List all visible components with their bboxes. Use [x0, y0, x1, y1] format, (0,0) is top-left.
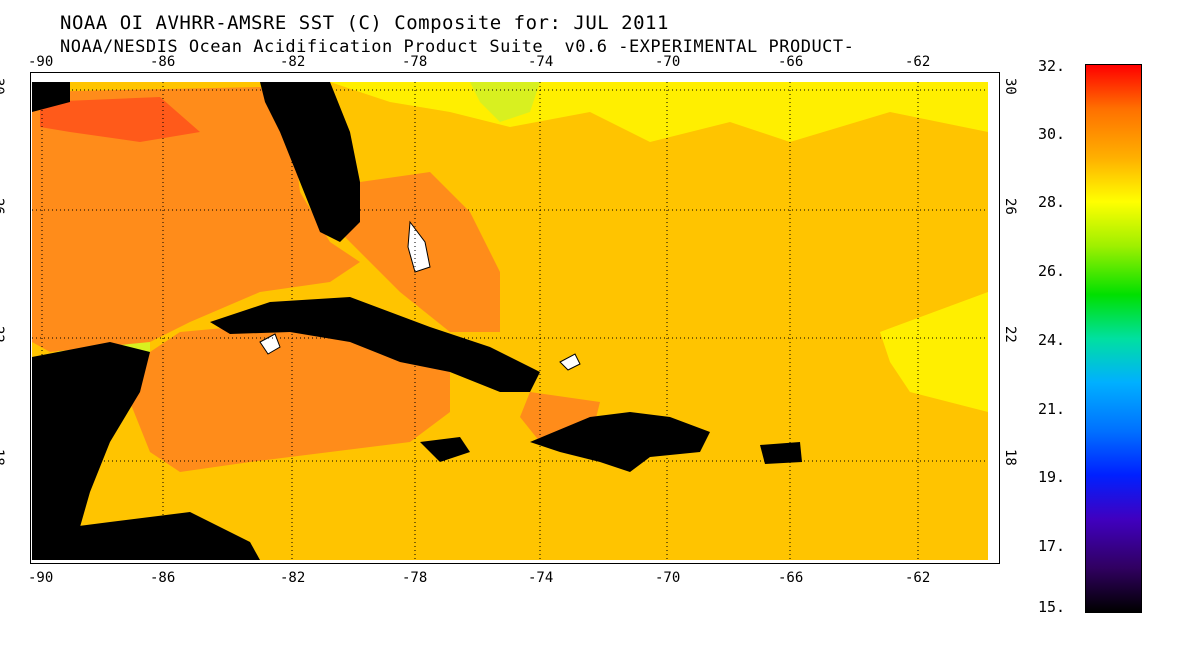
sst-map-canvas [30, 72, 1000, 564]
lon-tick-bottom: -66 [778, 570, 804, 586]
lon-tick-bottom: -90 [28, 570, 54, 586]
bahamas-island [407, 220, 431, 273]
lat-tick-right: 30 [1002, 78, 1018, 95]
lat-tick-left: 22 [0, 326, 6, 343]
map-subtitle: NOAA/NESDIS Ocean Acidification Product … [60, 37, 855, 57]
colorbar-label: 19. [1038, 468, 1066, 486]
central-america-land [32, 512, 260, 560]
lat-tick-right: 18 [1002, 449, 1018, 466]
lon-tick-top: -86 [150, 54, 176, 70]
lat-tick-left: 30 [0, 78, 6, 95]
lon-tick-top: -82 [280, 54, 306, 70]
colorbar-label: 30. [1038, 125, 1066, 143]
inagua-island [559, 353, 581, 371]
cool-water-north-tip [470, 82, 540, 122]
colorbar-label: 15. [1038, 598, 1066, 616]
lon-tick-bottom: -78 [402, 570, 428, 586]
cool-water-east [880, 292, 988, 412]
colorbar-label: 21. [1038, 400, 1066, 418]
lon-tick-top: -90 [28, 54, 54, 70]
lon-tick-top: -66 [778, 54, 804, 70]
puerto-rico-land [760, 442, 802, 464]
florida-land [260, 82, 360, 242]
map-title: NOAA OI AVHRR-AMSRE SST (C) Composite fo… [60, 12, 669, 34]
colorbar-label: 17. [1038, 537, 1066, 555]
warm-water-gulf [32, 87, 360, 352]
cuba-land [210, 297, 540, 392]
sst-map [30, 72, 1000, 564]
lon-tick-top: -70 [655, 54, 681, 70]
lon-tick-bottom: -74 [528, 570, 554, 586]
isla-juventud [259, 333, 281, 355]
hispaniola-land [530, 412, 710, 472]
colorbar-label: 28. [1038, 193, 1066, 211]
lat-tick-left: 26 [0, 198, 6, 215]
colorbar-label: 26. [1038, 262, 1066, 280]
warm-water-caribbean [130, 322, 450, 472]
sst-colorbar [1085, 64, 1142, 613]
lat-gridlines [32, 89, 988, 462]
lon-tick-top: -62 [905, 54, 931, 70]
lon-tick-bottom: -82 [280, 570, 306, 586]
lon-tick-top: -78 [402, 54, 428, 70]
colorbar-label: 32. [1038, 57, 1066, 75]
lon-tick-bottom: -86 [150, 570, 176, 586]
colorbar-label: 24. [1038, 331, 1066, 349]
lon-tick-bottom: -70 [655, 570, 681, 586]
lat-tick-right: 22 [1002, 326, 1018, 343]
lat-tick-right: 26 [1002, 198, 1018, 215]
hot-water-gulf [40, 97, 200, 142]
lat-tick-left: 18 [0, 449, 6, 466]
lon-tick-bottom: -62 [905, 570, 931, 586]
lon-tick-top: -74 [528, 54, 554, 70]
yucatan-land [32, 342, 150, 542]
jamaica-land [420, 437, 470, 462]
